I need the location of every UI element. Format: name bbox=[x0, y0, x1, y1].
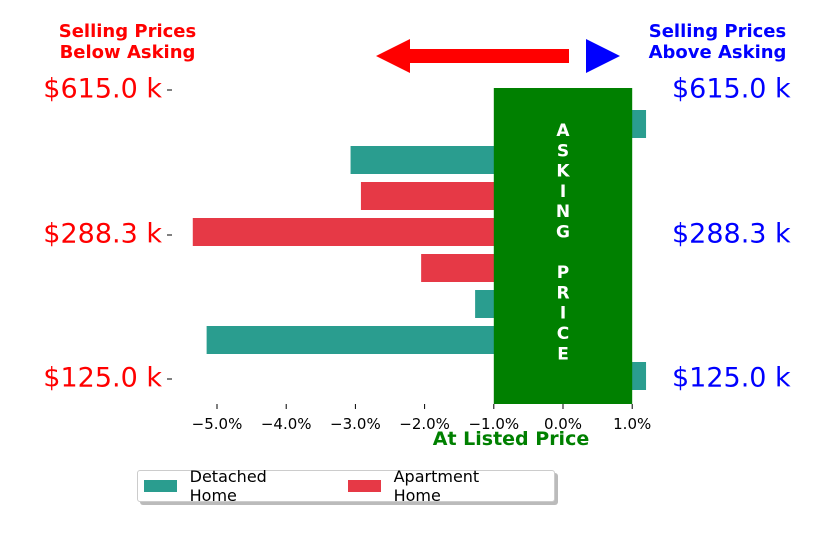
x-tick-label-6: 1.0% bbox=[613, 415, 651, 433]
x-tick-label-3: −2.0% bbox=[399, 415, 450, 433]
legend-swatch-apartment bbox=[347, 480, 381, 492]
legend-label-apartment: Apartment Home bbox=[393, 467, 480, 505]
band-letter-3: I bbox=[560, 182, 566, 202]
price-label-left-1: $288.3 k bbox=[43, 219, 162, 250]
legend-label-detached: Detached Home bbox=[189, 467, 267, 505]
x-tick-label-5: 0.0% bbox=[544, 415, 582, 433]
band-letter-8: R bbox=[556, 283, 569, 303]
x-tick-label-2: −3.0% bbox=[330, 415, 381, 433]
legend-item-detached: Detached Home bbox=[144, 467, 314, 505]
price-label-left-0: $615.0 k bbox=[43, 74, 162, 105]
left-arrow-icon bbox=[376, 39, 569, 73]
band-letter-11: E bbox=[557, 344, 569, 364]
legend-item-apartment: Apartment Home bbox=[347, 467, 526, 505]
header-above-asking: Selling Prices Above Asking bbox=[630, 21, 805, 63]
price-label-left-2: $125.0 k bbox=[43, 363, 162, 394]
header-above-line1: Selling Prices bbox=[648, 21, 787, 42]
legend: Detached Home Apartment Home bbox=[137, 467, 555, 505]
header-below-asking: Selling Prices Below Asking bbox=[40, 21, 215, 63]
x-tick-label-4: −1.0% bbox=[468, 415, 519, 433]
band-letter-5: G bbox=[556, 223, 570, 243]
x-tick-label-0: −5.0% bbox=[192, 415, 243, 433]
price-label-right-2: $125.0 k bbox=[672, 363, 791, 394]
band-letter-7: P bbox=[557, 263, 569, 283]
price-label-right-0: $615.0 k bbox=[672, 74, 791, 105]
band-letter-10: C bbox=[557, 324, 569, 344]
asking-band-rect bbox=[493, 88, 633, 404]
price-label-right-1: $288.3 k bbox=[672, 219, 791, 250]
header-above-line2: Above Asking bbox=[648, 42, 787, 63]
x-axis: −5.0% −4.0% −3.0% −2.0% −1.0% 0.0% 1.0% At List… bbox=[192, 404, 651, 450]
band-letter-9: I bbox=[560, 304, 566, 324]
band-letter-1: S bbox=[557, 141, 569, 161]
band-letter-4: N bbox=[556, 202, 570, 222]
band-letter-2: K bbox=[556, 162, 570, 182]
direction-arrows bbox=[376, 39, 620, 73]
legend-swatch-detached bbox=[144, 480, 177, 492]
x-tick-label-1: −4.0% bbox=[261, 415, 312, 433]
header-below-line2: Below Asking bbox=[59, 42, 196, 63]
header-below-line1: Selling Prices bbox=[58, 21, 197, 42]
x-axis-label: At Listed Price bbox=[433, 428, 589, 450]
right-arrow-icon bbox=[586, 39, 620, 73]
price-labels: $615.0 k $615.0 k $288.3 k $288.3 k $125.0 k… bbox=[43, 74, 791, 394]
band-letter-0: A bbox=[556, 121, 570, 141]
